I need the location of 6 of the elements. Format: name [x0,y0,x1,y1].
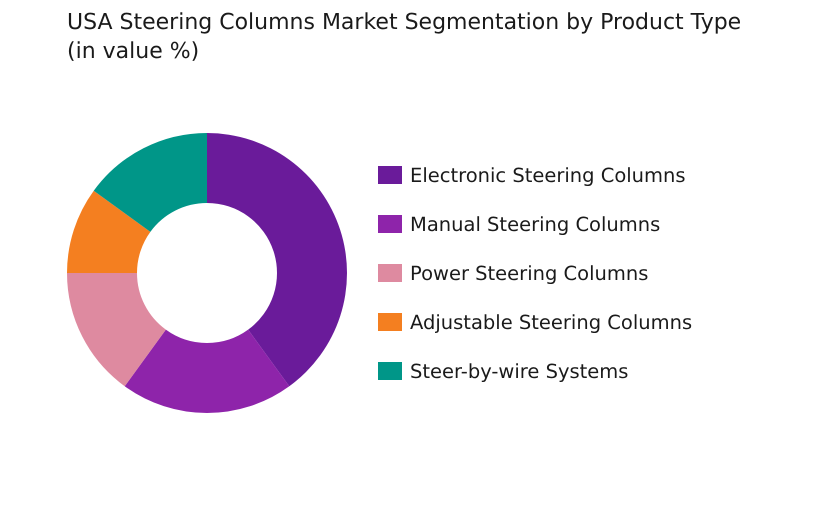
chart-title: USA Steering Columns Market Segmentation by Product Type (in value %) [67,9,742,66]
legend-label: Steer-by-wire Systems [410,360,628,382]
legend-label: Adjustable Steering Columns [410,310,692,334]
legend-label: Manual Steering Columns [410,212,660,236]
legend-label: Electronic Steering Columns [410,164,686,186]
legend-label: Power Steering Columns [410,262,648,284]
